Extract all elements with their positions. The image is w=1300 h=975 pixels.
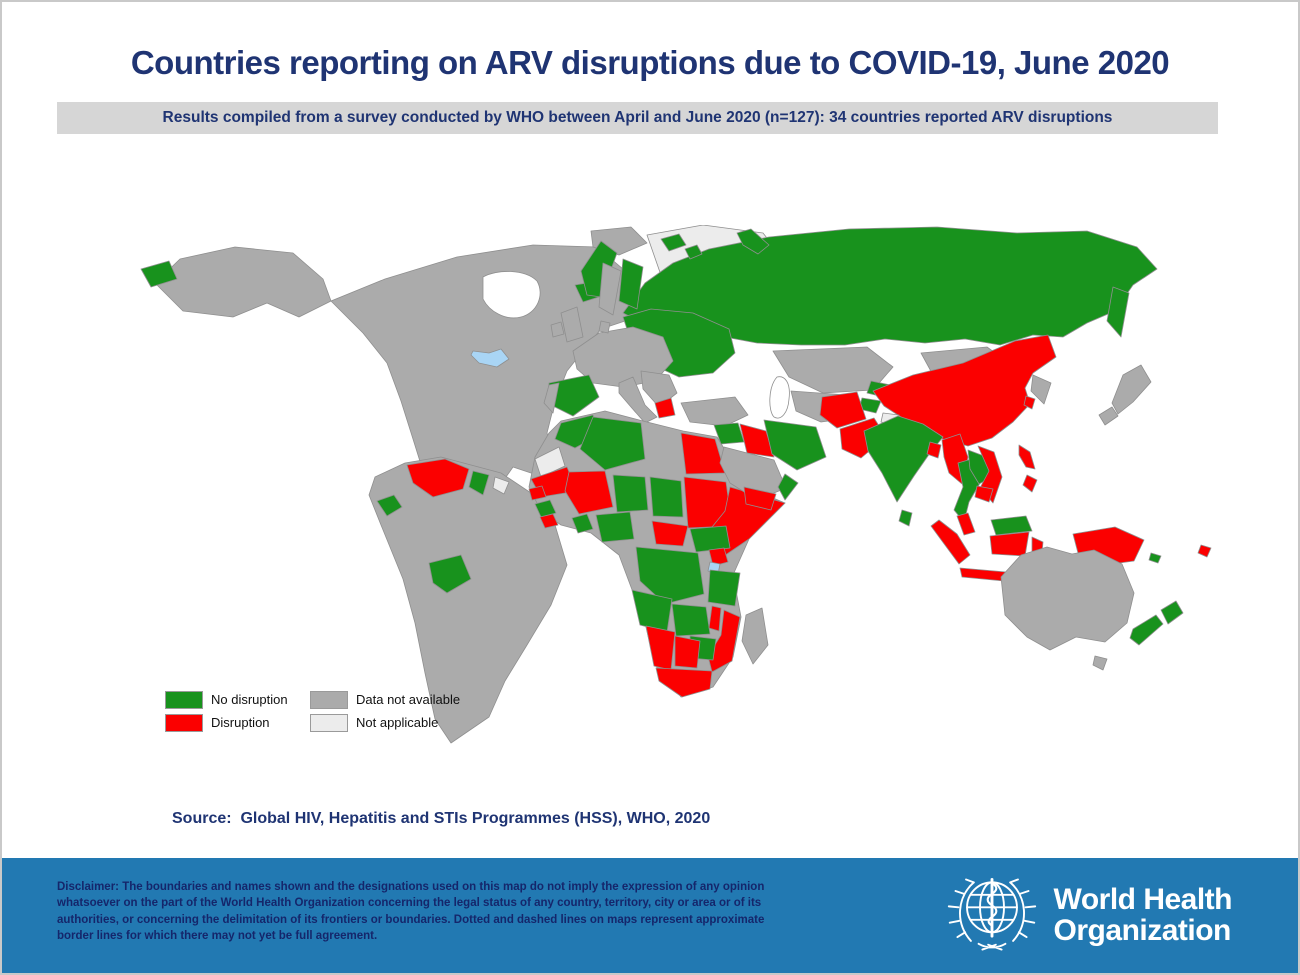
region-afghanistan	[819, 391, 867, 429]
region-yemen	[743, 486, 777, 511]
legend-item-data-not-available: Data not available	[310, 688, 460, 711]
who-wordmark-line1: World Health	[1053, 883, 1233, 916]
world-choropleth-map	[85, 225, 1265, 745]
region-kalimantan	[989, 531, 1030, 557]
region-korea	[1030, 374, 1052, 405]
region-cambodia	[974, 485, 994, 503]
region-malaysia-borneo	[990, 515, 1033, 536]
region-solomon-islands	[1148, 552, 1162, 564]
region-denmark	[598, 320, 611, 334]
region-nigeria	[595, 511, 635, 543]
legend-item-disruption: Disruption	[165, 711, 310, 734]
region-philippines-south	[1022, 474, 1038, 493]
region-ecuador	[376, 494, 403, 517]
source-note: Source: Global HIV, Hepatitis and STIs P…	[172, 810, 711, 827]
footer-bar: Disclaimer: The boundaries and names sho…	[2, 858, 1298, 973]
region-central-african-republic	[651, 520, 689, 547]
region-new-zealand-south	[1129, 614, 1164, 646]
region-fiji	[1197, 544, 1212, 558]
region-svalbard	[660, 233, 687, 252]
legend-swatch-data-not-available	[310, 690, 348, 709]
world-map-svg	[140, 225, 1212, 744]
region-senegal	[528, 485, 547, 501]
region-bolivia	[428, 554, 472, 594]
region-french-guiana	[492, 476, 510, 495]
great-lakes	[470, 348, 510, 368]
subtitle-text: Results compiled from a survey conducted…	[162, 109, 1113, 126]
region-new-zealand-north	[1160, 600, 1184, 625]
map-legend: No disruption Disruption Data not availa…	[165, 688, 460, 734]
region-malawi	[708, 605, 722, 632]
disclaimer-text: Disclaimer: The boundaries and names sho…	[57, 881, 765, 942]
region-philippines	[1018, 444, 1036, 470]
who-wordmark: World Health Organization	[1053, 883, 1233, 947]
region-svalbard	[684, 244, 703, 260]
region-algeria	[579, 416, 646, 471]
region-mali	[564, 470, 614, 515]
region-india	[863, 415, 944, 503]
region-botswana	[674, 635, 701, 669]
region-tanzania	[707, 569, 741, 607]
region-namibia	[645, 625, 676, 671]
who-emblem-icon	[947, 878, 1036, 951]
region-sri-lanka	[898, 509, 913, 527]
region-russia-east-tip	[140, 260, 178, 288]
region-portugal	[543, 382, 560, 414]
region-italy	[618, 376, 658, 424]
region-novaya-zemlya	[736, 228, 770, 255]
region-japan-south	[1098, 406, 1119, 426]
who-logo: World Health Organization	[944, 867, 1233, 963]
region-oman	[777, 473, 799, 501]
region-iraq	[739, 423, 775, 458]
region-zambia	[671, 603, 711, 637]
region-south-africa	[655, 667, 713, 698]
region-australia	[1000, 546, 1135, 651]
subtitle-bar: Results compiled from a survey conducted…	[57, 102, 1218, 134]
region-tasmania	[1092, 655, 1108, 671]
region-taiwan	[1023, 395, 1036, 410]
legend-swatch-no-disruption	[165, 690, 203, 709]
region-greece	[654, 397, 676, 419]
region-south-sudan	[689, 525, 731, 553]
region-sumatra	[930, 519, 971, 565]
region-chad	[649, 476, 684, 518]
region-niger	[612, 474, 649, 513]
region-sierra-leone	[539, 513, 559, 529]
region-uk	[560, 306, 584, 343]
region-ghana	[571, 513, 594, 534]
legend-label-disruption: Disruption	[211, 715, 270, 730]
caspian-sea	[769, 376, 790, 419]
region-iran	[763, 419, 827, 471]
region-guyana	[468, 470, 490, 496]
region-western-sahara	[534, 446, 566, 478]
region-sweden	[598, 262, 622, 316]
region-uganda	[708, 547, 729, 567]
region-south-america	[368, 456, 568, 744]
legend-label-not-applicable: Not applicable	[356, 715, 439, 730]
legend-item-not-applicable: Not applicable	[310, 711, 460, 734]
legend-item-no-disruption: No disruption	[165, 688, 310, 711]
region-kamchatka	[1106, 286, 1130, 338]
legend-swatch-disruption	[165, 713, 203, 732]
region-madagascar	[741, 607, 769, 665]
region-java	[959, 567, 1007, 582]
region-bangladesh	[926, 441, 942, 459]
region-russia	[622, 226, 1158, 346]
legend-label-data-not-available: Data not available	[356, 692, 461, 707]
region-alaska	[154, 246, 332, 318]
region-finland	[618, 258, 644, 310]
region-turkey	[680, 396, 749, 427]
page-title: Countries reporting on ARV disruptions d…	[130, 44, 1170, 81]
region-dr-congo	[635, 546, 705, 605]
region-ireland	[550, 321, 565, 338]
hudson-bay	[482, 271, 541, 319]
region-venezuela	[406, 458, 470, 498]
region-japan	[1111, 364, 1152, 415]
legend-label-no-disruption: No disruption	[211, 692, 288, 707]
legend-swatch-not-applicable	[310, 713, 348, 732]
who-wordmark-line2: Organization	[1053, 914, 1232, 947]
region-guinea	[534, 499, 557, 518]
region-malaysia-peninsular	[956, 512, 976, 536]
